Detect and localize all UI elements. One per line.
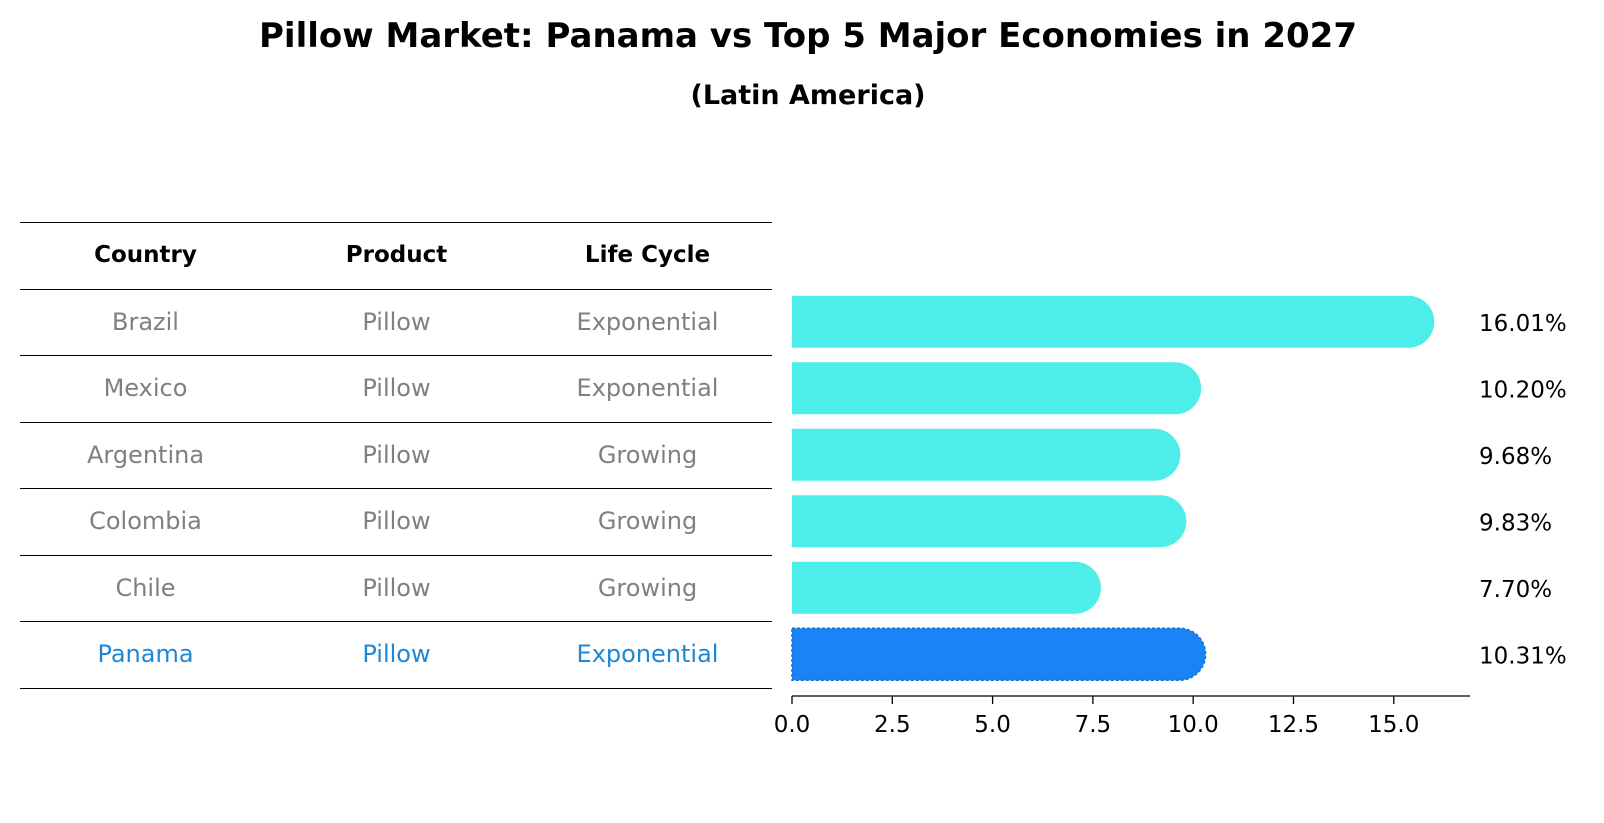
table-cell: Mexico — [103, 374, 188, 403]
bar-argentina — [792, 428, 1181, 481]
table-rule — [20, 421, 772, 423]
table-cell: Argentina — [86, 440, 205, 469]
x-tick-label: 5.0 — [974, 712, 1011, 738]
chart-title: Pillow Market: Panama vs Top 5 Major Eco… — [259, 16, 1357, 56]
bar-panama — [791, 627, 1207, 681]
table-rule — [20, 621, 772, 622]
table-rule — [20, 687, 772, 689]
table-rule — [20, 554, 772, 556]
table-cell: Panama — [97, 640, 194, 669]
value-label: 10.20% — [1479, 377, 1567, 403]
bar-chile — [792, 561, 1101, 614]
table-header-cell: Country — [94, 242, 197, 269]
table-cell: Pillow — [362, 440, 431, 469]
table-cell: Exponential — [576, 307, 719, 336]
value-label: 16.01% — [1479, 311, 1567, 337]
table-rule — [20, 222, 772, 223]
x-tick-label: 7.5 — [1075, 712, 1112, 738]
table-cell: Colombia — [89, 507, 202, 536]
table-cell: Brazil — [112, 307, 179, 336]
table-rule — [20, 288, 772, 290]
table-cell: Pillow — [362, 507, 431, 536]
x-tick-label: 12.5 — [1268, 712, 1319, 738]
x-tick-label: 15.0 — [1368, 712, 1419, 738]
bar-colombia — [792, 495, 1187, 548]
table-cell: Chile — [115, 573, 176, 602]
table-rule — [20, 488, 772, 489]
bar-brazil — [792, 295, 1435, 348]
table-header-cell: Life Cycle — [584, 242, 711, 269]
chart-subtitle: (Latin America) — [690, 80, 926, 111]
table-header-cell: Product — [345, 242, 448, 269]
table-cell: Growing — [597, 573, 698, 602]
x-tick-label: 2.5 — [874, 712, 911, 738]
table-cell: Pillow — [362, 573, 431, 602]
bar-mexico — [792, 362, 1202, 415]
table-cell: Growing — [597, 440, 698, 469]
table-cell: Exponential — [576, 374, 719, 403]
table-cell: Pillow — [362, 307, 431, 336]
value-label: 9.83% — [1479, 510, 1552, 536]
value-label: 10.31% — [1479, 643, 1567, 669]
table-cell: Growing — [597, 507, 698, 536]
table-cell: Exponential — [576, 640, 719, 669]
table-rule — [20, 355, 772, 356]
value-label: 7.70% — [1479, 577, 1552, 603]
x-tick-label: 10.0 — [1168, 712, 1219, 738]
x-tick-label: 0.0 — [774, 712, 811, 738]
table-cell: Pillow — [362, 640, 431, 669]
table-cell: Pillow — [362, 374, 431, 403]
value-label: 9.68% — [1479, 444, 1552, 470]
